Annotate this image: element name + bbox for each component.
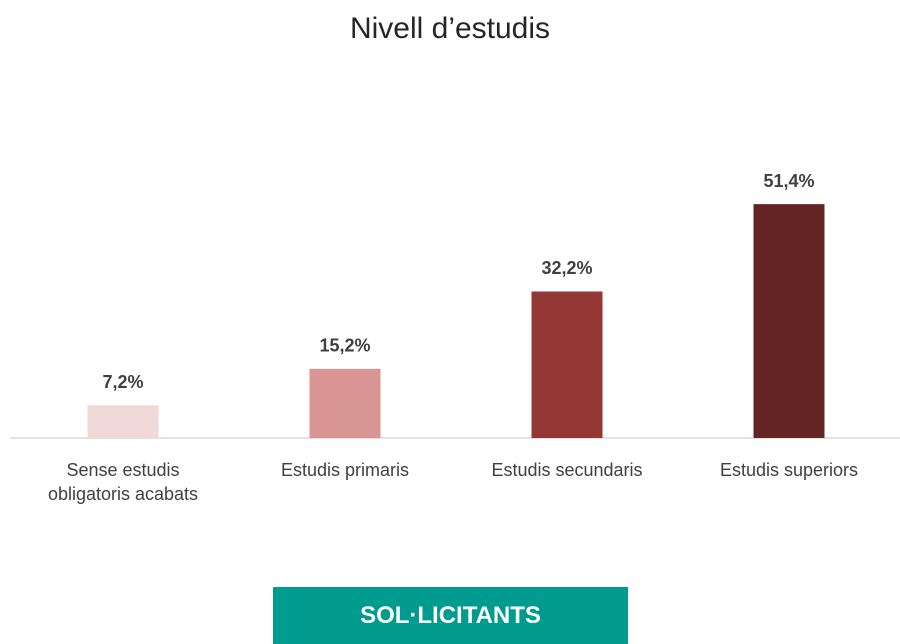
data-label: 32,2% [541,258,592,278]
data-label: 51,4% [763,171,814,191]
data-label: 7,2% [102,372,143,392]
bar [87,405,159,438]
bar [531,291,603,438]
bar [753,204,825,438]
x-tick-label: Sense estudis obligatoris acabats [47,460,199,504]
x-tick-label: Estudis secundaris [491,460,643,480]
x-tick-label: Estudis primaris [280,460,410,480]
x-tick-label: Estudis superiors [719,460,859,480]
data-label: 15,2% [319,336,370,356]
bar [309,368,381,438]
chart-title: Nivell d’estudis [350,12,550,45]
banner: SOL·LICITANTS [273,587,628,644]
